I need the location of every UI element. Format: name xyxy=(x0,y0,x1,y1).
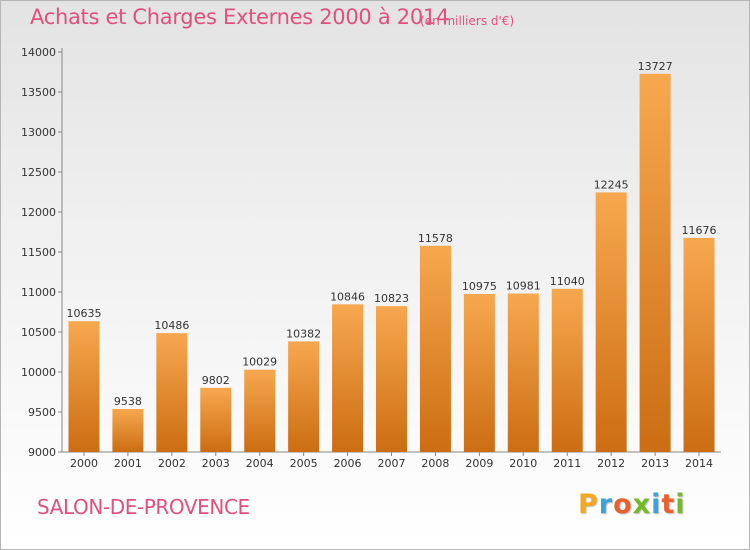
bar xyxy=(244,369,276,452)
value-label: 10981 xyxy=(506,280,541,293)
city-label: SALON-DE-PROVENCE xyxy=(37,495,250,519)
y-tick-label: 9500 xyxy=(28,406,56,419)
y-tick-label: 11000 xyxy=(21,286,56,299)
chart-subtitle: (en milliers d'€) xyxy=(420,14,515,28)
x-tick-label: 2013 xyxy=(641,457,669,470)
bars xyxy=(68,73,715,452)
value-labels: 10635 9538 10486 9802 10029 10382 10846 10823 11… xyxy=(66,60,716,408)
bar xyxy=(595,192,627,452)
value-label: 10382 xyxy=(286,327,321,340)
y-tick-label: 10000 xyxy=(21,366,56,379)
x-tick-label: 2009 xyxy=(465,457,493,470)
bar xyxy=(639,73,671,452)
bar xyxy=(419,245,451,452)
x-tick-label: 2012 xyxy=(597,457,625,470)
value-label: 10846 xyxy=(330,290,365,303)
value-label: 9802 xyxy=(202,374,230,387)
bar xyxy=(68,321,100,452)
bar xyxy=(551,288,583,452)
x-tick-label: 2006 xyxy=(334,457,362,470)
x-tick-label: 2001 xyxy=(114,457,142,470)
value-label: 10823 xyxy=(374,292,409,305)
proxiti-logo: Proxiti xyxy=(578,489,686,520)
logo-letter: P xyxy=(578,489,599,520)
logo-letter: r xyxy=(598,489,614,520)
y-tick-label: 14000 xyxy=(21,46,56,59)
chart-title: Achats et Charges Externes 2000 à 2014 xyxy=(30,5,450,29)
value-label: 10975 xyxy=(462,280,497,293)
value-label: 11676 xyxy=(682,224,717,237)
x-tick-label: 2003 xyxy=(202,457,230,470)
logo-letter: t xyxy=(661,489,676,520)
value-label: 11040 xyxy=(550,275,585,288)
x-tick-label: 2010 xyxy=(509,457,537,470)
bar xyxy=(156,333,188,452)
x-axis: 2000 2001 2002 2003 2004 2005 2006 2007 2008 2009… xyxy=(62,451,721,470)
x-tick-label: 2007 xyxy=(378,457,406,470)
value-label: 13727 xyxy=(638,60,673,73)
value-label: 9538 xyxy=(114,395,142,408)
y-tick-label: 10500 xyxy=(21,326,56,339)
value-label: 10486 xyxy=(154,319,189,332)
bar xyxy=(463,294,495,452)
bar xyxy=(200,387,232,452)
bar xyxy=(683,237,715,452)
x-tick-label: 2000 xyxy=(70,457,98,470)
y-tick-label: 13500 xyxy=(21,86,56,99)
bar xyxy=(507,293,539,452)
y-tick-label: 13000 xyxy=(21,126,56,139)
y-tick-label: 9000 xyxy=(28,446,56,459)
bar xyxy=(376,306,407,452)
value-label: 12245 xyxy=(594,178,629,191)
bar xyxy=(112,408,144,452)
value-label: 10635 xyxy=(66,307,101,320)
x-tick-label: 2004 xyxy=(246,457,274,470)
x-tick-label: 2011 xyxy=(553,457,581,470)
x-tick-label: 2014 xyxy=(685,457,713,470)
y-axis: 9000 9500 10000 10500 11000 11500 12000 12500 13… xyxy=(21,46,63,459)
logo-letter: x xyxy=(632,489,652,520)
logo-letter: o xyxy=(613,489,633,520)
y-tick-label: 11500 xyxy=(21,246,56,259)
logo-letter: i xyxy=(651,489,662,520)
x-tick-label: 2002 xyxy=(158,457,186,470)
value-label: 11578 xyxy=(418,232,453,245)
logo-letter: i xyxy=(675,489,686,520)
y-tick-label: 12000 xyxy=(21,206,56,219)
bar xyxy=(332,304,364,452)
y-tick-label: 12500 xyxy=(21,166,56,179)
x-tick-label: 2005 xyxy=(290,457,318,470)
bar xyxy=(288,341,320,452)
x-tick-label: 2008 xyxy=(421,457,449,470)
value-label: 10029 xyxy=(242,356,277,369)
